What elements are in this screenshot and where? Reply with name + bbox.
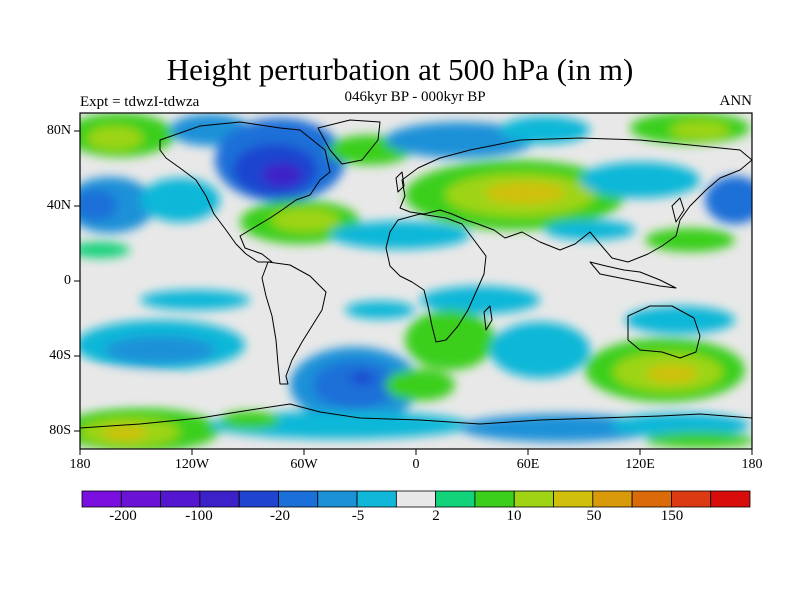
colorbar-swatch (710, 490, 751, 508)
colorbar-swatch (671, 490, 712, 508)
contour-blob (140, 178, 220, 222)
map-title: Height perturbation at 500 hPa (in m) (166, 52, 634, 87)
contour-blob (220, 411, 280, 429)
colorbar-swatch (160, 490, 201, 508)
colorbar-swatch (317, 490, 358, 508)
contour-blob (80, 242, 130, 258)
coastline-antarctica (80, 403, 752, 429)
colorbar-swatch (435, 490, 476, 508)
contour-field (80, 113, 752, 449)
colorbar-label: 50 (586, 508, 602, 524)
contour-blob (140, 290, 250, 310)
axis-ticks (74, 130, 753, 455)
contour-blob (87, 126, 143, 150)
colorbar-label: -5 (351, 508, 365, 524)
coastline-eurasia (399, 137, 752, 263)
contour-blob (670, 121, 730, 139)
colorbar-label: 2 (432, 508, 440, 524)
coastline-south-america (261, 261, 327, 385)
colorbar-swatch (199, 490, 240, 508)
lon-label: 180 (69, 457, 91, 472)
contour-blob (610, 413, 750, 437)
lat-label: 80N (46, 123, 71, 138)
coastlines (80, 119, 752, 429)
lat-label: 40N (46, 198, 71, 213)
contour-blob (385, 122, 535, 158)
colorbar-swatch (474, 490, 515, 508)
contour-blob (625, 306, 735, 334)
contour-blob (580, 162, 700, 198)
contour-blob (545, 220, 635, 240)
season-label: ANN (719, 93, 753, 109)
colorbar-swatch (81, 490, 122, 508)
coastline-madagascar (483, 305, 493, 331)
experiment-label: Expt = tdwzI-tdwza (80, 94, 200, 110)
contour-blob (80, 373, 175, 397)
coastline-australia (627, 305, 701, 359)
contour-blob (705, 176, 752, 224)
contour-blob (460, 414, 660, 442)
contour-blob (645, 432, 752, 448)
coastline-greenland (317, 119, 381, 165)
colorbar-label: -100 (185, 508, 213, 524)
coastline-north-america (159, 121, 331, 263)
colorbar-label: -200 (109, 508, 137, 524)
coastline-japan (671, 197, 685, 223)
colorbar-label: 10 (506, 508, 522, 524)
contour-blob (490, 322, 590, 378)
colorbar-swatch (395, 490, 437, 508)
coastline-maritime-continent (589, 261, 677, 289)
map-subtitle: 046kyr BP - 000kyr BP (344, 89, 486, 105)
contour-blob (103, 426, 147, 440)
contour-blob (500, 116, 590, 144)
lon-label: 60E (516, 457, 540, 472)
contour-blob (80, 189, 117, 221)
colorbar-swatch (631, 490, 672, 508)
contour-blob (420, 286, 540, 314)
colorbar-swatch (278, 490, 319, 508)
contour-blob (385, 369, 455, 401)
colorbar-swatch (592, 490, 633, 508)
contour-blob (485, 182, 565, 204)
contour-blob (330, 221, 470, 249)
lat-label: 80S (49, 423, 71, 438)
coastline-africa (385, 213, 487, 343)
contour-blob (345, 301, 415, 319)
contour-blob (405, 310, 495, 370)
colorbar-label: 150 (660, 508, 684, 524)
lat-label: 40S (49, 348, 71, 363)
lon-label: 60W (290, 457, 318, 472)
colorbar-swatch (120, 490, 161, 508)
contour-blob (647, 365, 697, 383)
lat-label: 0 (64, 273, 71, 288)
colorbar-swatch (513, 490, 554, 508)
lon-label: 0 (412, 457, 420, 472)
contour-blob (262, 163, 302, 187)
lon-label: 120W (174, 457, 210, 472)
contour-blob (313, 361, 397, 409)
coastline-britain (395, 171, 405, 193)
colorbar-swatch (553, 490, 594, 508)
colorbar-label: -20 (270, 508, 290, 524)
lon-label: 180 (741, 457, 763, 472)
contour-blob (645, 228, 735, 252)
colorbar (81, 490, 751, 508)
contour-blob (271, 208, 339, 232)
contour-blob (350, 372, 374, 384)
colorbar-swatch (356, 490, 397, 508)
contour-blob (105, 336, 215, 364)
lon-label: 120E (625, 457, 655, 472)
colorbar-swatch (238, 490, 279, 508)
